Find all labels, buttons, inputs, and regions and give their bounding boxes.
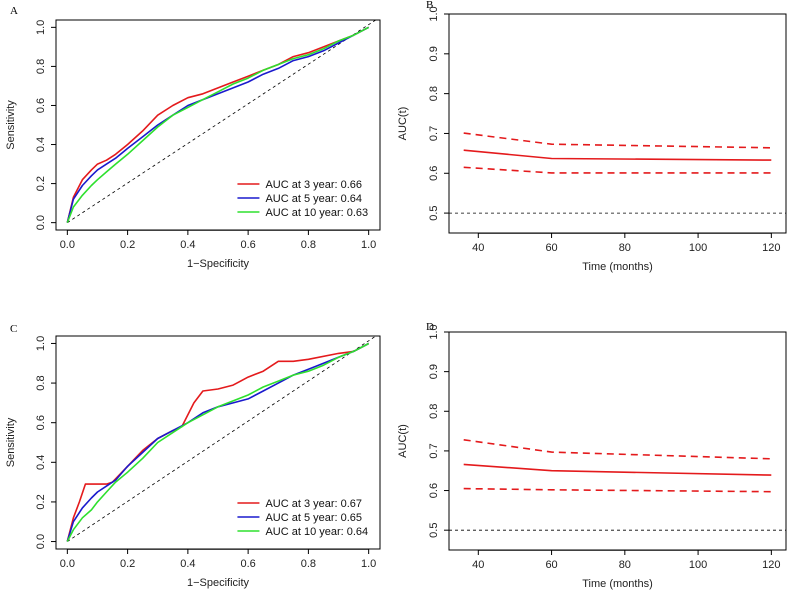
x-tick-label: 0.6	[240, 239, 255, 251]
x-tick-label: 0.6	[240, 558, 255, 570]
y-tick-label: 1.0	[428, 324, 440, 339]
y-tick-label: 1.0	[428, 6, 440, 21]
series-line-0	[463, 149, 772, 161]
series-line-0	[463, 463, 772, 476]
series-line-2	[66, 342, 370, 542]
x-tick-label: 40	[472, 559, 484, 571]
series-line-0	[66, 342, 370, 542]
legend-entry: AUC at 5 year: 0.64	[265, 193, 362, 205]
series-line-1	[66, 342, 370, 542]
y-tick-label: 0.4	[35, 137, 47, 152]
panel-label: D	[426, 321, 434, 333]
x-tick-label: 100	[689, 559, 707, 571]
panel-b: B 40 60 80 100 120 0.5 0.6 0.7 0.8 0.9 1.0 Time (mon…	[397, 0, 787, 273]
y-tick-label: 1.0	[35, 20, 47, 35]
series-line-ci-2	[463, 487, 772, 493]
x-tick-label: 0.8	[301, 239, 316, 251]
plot-frame	[448, 331, 787, 551]
x-tick-label: 1.0	[361, 239, 376, 251]
x-tick-label: 80	[619, 559, 631, 571]
x-tick-label: 120	[762, 559, 780, 571]
plot-frame	[448, 13, 787, 234]
x-axis-title: 1−Specificity	[187, 577, 250, 589]
y-tick-label: 0.6	[428, 483, 440, 498]
panel-a: A 0.0 0.2 0.4 0.6 0.8 1.0 0.0 0.2 0.4 0.6 0.8 1.0 1−S…	[5, 5, 381, 270]
x-tick-label: 0.2	[120, 239, 135, 251]
x-tick-label: 1.0	[361, 558, 376, 570]
x-axis-title: 1−Specificity	[187, 258, 250, 270]
plot-frame	[55, 19, 381, 231]
panel-label: A	[10, 5, 18, 17]
reference-diagonal-line	[67, 19, 377, 223]
x-tick-label: 0.4	[180, 239, 195, 251]
series-line-1	[66, 26, 370, 223]
series-line-ci-1	[463, 132, 772, 149]
y-tick-label: 0.9	[428, 364, 440, 379]
x-axis-title: Time (months)	[582, 261, 653, 273]
x-axis-title: Time (months)	[582, 578, 653, 590]
x-tick-label: 100	[689, 242, 707, 254]
legend-entry: AUC at 5 year: 0.65	[265, 512, 362, 524]
y-tick-label: 0.8	[35, 59, 47, 74]
x-tick-label: 80	[619, 242, 631, 254]
legend-entry: AUC at 10 year: 0.64	[265, 526, 368, 538]
x-tick-label: 0.8	[301, 558, 316, 570]
x-tick-label: 60	[545, 559, 557, 571]
panel-d: D 40 60 80 100 120 0.5 0.6 0.7 0.8 0.9 1.0 Time (mon…	[397, 321, 787, 590]
y-tick-label: 0.0	[35, 534, 47, 549]
y-tick-label: 0.8	[35, 375, 47, 390]
y-axis-title: Sensitivity	[5, 100, 17, 150]
y-tick-label: 0.7	[428, 443, 440, 458]
legend-entry: AUC at 10 year: 0.63	[265, 207, 368, 219]
panel-label: C	[10, 323, 17, 335]
series-line-ci-1	[463, 439, 772, 460]
y-tick-label: 0.6	[35, 98, 47, 113]
y-tick-label: 0.6	[35, 415, 47, 430]
legend-entry: AUC at 3 year: 0.66	[265, 179, 362, 191]
y-tick-label: 1.0	[35, 336, 47, 351]
y-tick-label: 0.9	[428, 46, 440, 61]
y-tick-label: 0.5	[428, 205, 440, 220]
x-tick-label: 60	[545, 242, 557, 254]
x-tick-label: 120	[762, 242, 780, 254]
panel-label: B	[426, 0, 433, 11]
y-tick-label: 0.2	[35, 494, 47, 509]
x-tick-label: 0.4	[180, 558, 195, 570]
y-tick-label: 0.8	[428, 404, 440, 419]
reference-diagonal-line	[67, 335, 377, 542]
y-tick-label: 0.2	[35, 176, 47, 191]
y-axis-title: AUC(t)	[397, 107, 409, 141]
x-tick-label: 0.2	[120, 558, 135, 570]
x-tick-label: 0.0	[60, 239, 75, 251]
panel-c: C 0.0 0.2 0.4 0.6 0.8 1.0 0.0 0.2 0.4 0.6 0.8 1.0 1−S…	[5, 323, 381, 589]
series-line-0	[66, 26, 370, 223]
x-tick-label: 0.0	[60, 558, 75, 570]
x-tick-label: 40	[472, 242, 484, 254]
y-tick-label: 0.8	[428, 86, 440, 101]
y-axis-title: AUC(t)	[397, 424, 409, 458]
series-line-2	[66, 26, 370, 223]
y-tick-label: 0.0	[35, 215, 47, 230]
legend-entry: AUC at 3 year: 0.67	[265, 498, 362, 510]
plot-frame	[55, 335, 381, 550]
series-line-ci-2	[463, 166, 772, 174]
y-tick-label: 0.6	[428, 166, 440, 181]
y-tick-label: 0.5	[428, 523, 440, 538]
y-tick-label: 0.4	[35, 455, 47, 470]
y-tick-label: 0.7	[428, 126, 440, 141]
y-axis-title: Sensitivity	[5, 417, 17, 467]
